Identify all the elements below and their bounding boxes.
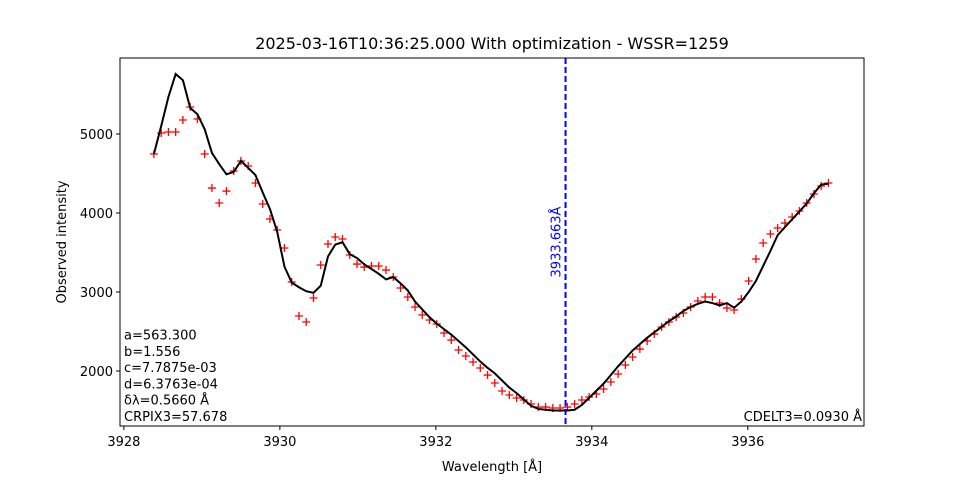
- data-point: [164, 128, 173, 137]
- reference-label: 3933.663Å: [549, 206, 565, 277]
- plot-area: [149, 72, 833, 412]
- data-point: [512, 394, 521, 403]
- plot-frame: [119, 57, 865, 427]
- data-point: [490, 379, 499, 388]
- annotation: CRPIX3=57.678: [124, 410, 227, 425]
- data-point: [171, 128, 180, 137]
- data-point: [469, 358, 478, 367]
- data-point: [353, 260, 362, 269]
- x-axis-label: Wavelength [Å]: [442, 459, 542, 475]
- data-point: [621, 361, 630, 370]
- data-point: [418, 311, 427, 319]
- x-tick-label: 3928: [107, 435, 140, 450]
- data-point: [331, 233, 340, 242]
- data-point: [382, 266, 391, 275]
- x-tick-label: 3934: [575, 435, 608, 450]
- data-point: [200, 149, 209, 158]
- data-point: [751, 254, 760, 263]
- x-tick-label: 3932: [419, 435, 452, 450]
- data-point: [577, 396, 586, 405]
- data-point: [498, 387, 507, 396]
- annotation: CDELT3=0.0930 Å: [744, 409, 862, 425]
- y-tick-label: 2000: [80, 365, 113, 380]
- data-point: [396, 283, 405, 292]
- data-point: [759, 239, 768, 248]
- data-point: [701, 292, 710, 301]
- data-point: [570, 400, 579, 409]
- data-point: [614, 370, 623, 379]
- data-point: [606, 377, 615, 386]
- data-point: [215, 198, 224, 207]
- annotation: a=563.300: [124, 329, 197, 344]
- data-point: [374, 262, 383, 271]
- data-point: [454, 345, 463, 354]
- data-point: [294, 312, 303, 321]
- y-tick-label: 3000: [80, 286, 113, 301]
- y-tick-label: 4000: [80, 207, 113, 222]
- data-point: [824, 178, 833, 187]
- data-point: [505, 391, 514, 400]
- data-point: [773, 224, 782, 233]
- data-point: [403, 292, 412, 301]
- data-point: [178, 116, 187, 125]
- y-tick-label: 5000: [80, 128, 113, 143]
- annotation: δλ=0.5660 Å: [124, 393, 209, 409]
- data-point: [258, 199, 267, 208]
- annotation: b=1.556: [124, 345, 180, 360]
- data-point: [599, 385, 608, 394]
- data-point: [447, 336, 456, 345]
- data-point: [222, 187, 231, 196]
- data-point: [411, 303, 420, 312]
- data-point: [476, 364, 485, 373]
- data-point: [280, 244, 289, 253]
- model-line: [152, 72, 829, 412]
- data-point: [628, 353, 637, 362]
- data-point: [302, 318, 311, 327]
- data-point: [309, 294, 318, 303]
- data-point: [744, 277, 753, 286]
- data-point: [461, 352, 470, 361]
- data-point: [207, 184, 216, 193]
- data-point: [323, 239, 332, 248]
- annotation: c=7.7875e-03: [124, 361, 217, 376]
- annotation: d=6.3763e-04: [124, 377, 218, 392]
- x-tick-label: 3930: [263, 435, 296, 450]
- x-tick-label: 3936: [731, 435, 764, 450]
- data-point: [483, 371, 492, 380]
- y-axis-label: Observed intensity: [55, 180, 70, 303]
- data-point: [316, 260, 325, 269]
- data-point: [722, 304, 731, 313]
- data-point: [766, 230, 775, 239]
- data-point: [635, 345, 644, 354]
- chart-title: 2025-03-16T10:36:25.000 With optimizatio…: [255, 34, 729, 53]
- data-point: [708, 292, 717, 301]
